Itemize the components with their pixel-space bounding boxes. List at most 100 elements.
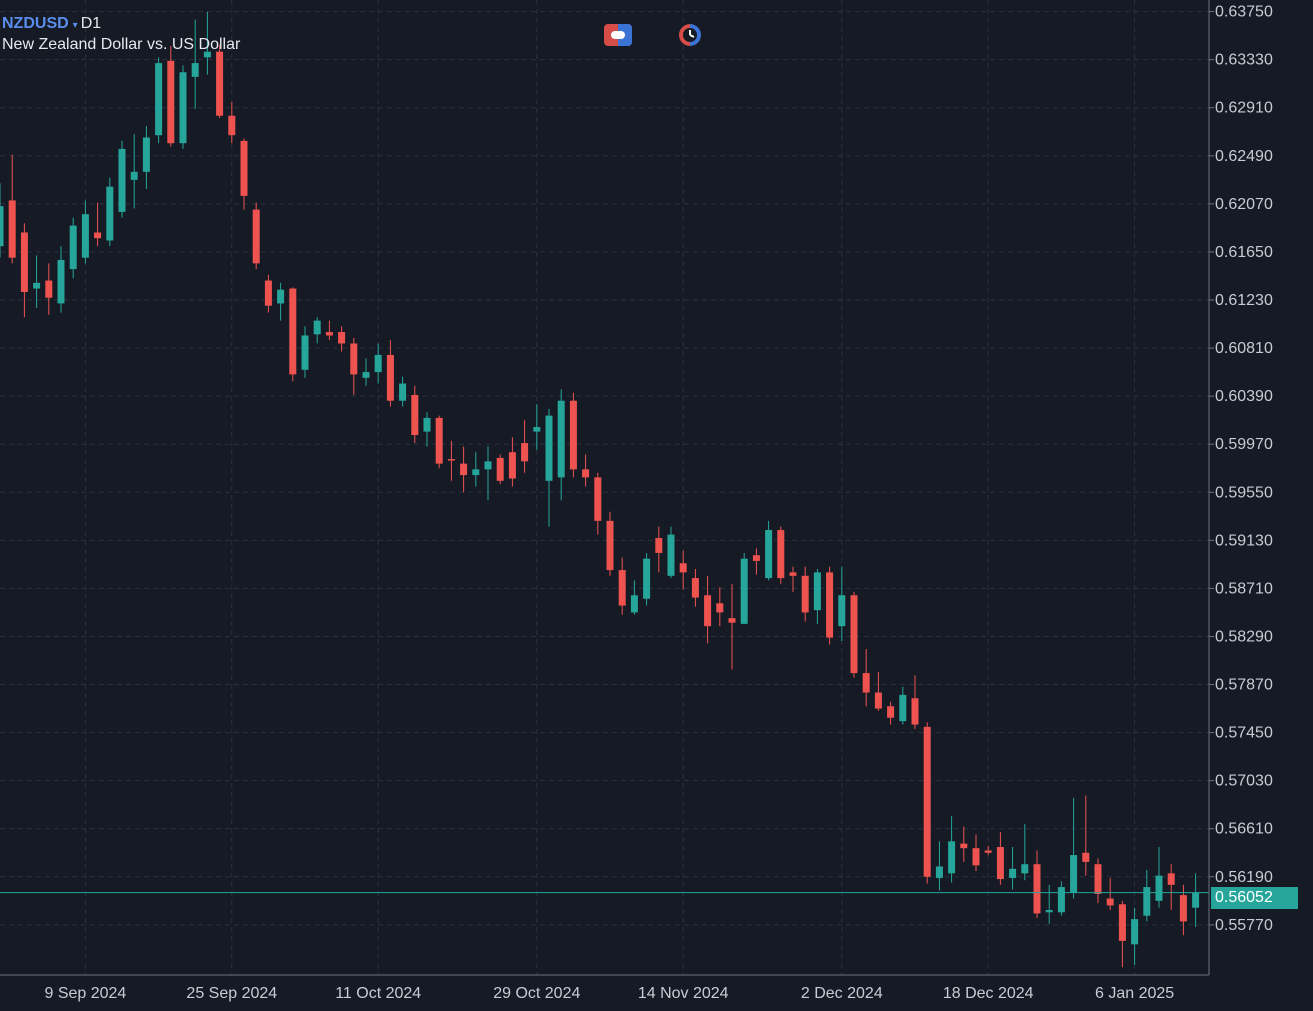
candle-body [374,354,382,373]
candle-bearish [264,274,272,313]
candle-body [167,60,175,144]
candle-bearish [679,550,687,590]
y-tick-label: 0.62070 [1215,196,1273,213]
candle-body [801,575,809,613]
candle-body [240,140,248,196]
candle-bearish [20,223,28,318]
candle-bearish [228,102,236,144]
candle-body [691,578,699,598]
candle-bullish [484,446,492,501]
y-tick-label: 0.59550 [1215,484,1273,501]
candle-body [8,200,16,258]
candle-body [179,72,187,144]
candle-body [1094,864,1102,894]
candle-body [81,214,89,258]
candle-body [618,570,626,606]
candle-body [399,383,407,401]
candle-bullish [630,580,638,615]
candle-bullish [1009,847,1017,890]
candle-bullish [106,177,114,247]
candle-bearish [826,566,834,645]
candle-bearish [94,202,102,247]
candle-bullish [667,526,675,579]
candle-bearish [508,437,516,487]
x-tick-label: 29 Oct 2024 [493,985,580,1002]
candle-bearish [704,575,712,644]
candle-bearish [752,548,760,575]
candle-bearish [350,337,358,395]
candle-bearish [874,671,882,711]
trade-toggle-icon[interactable] [603,22,633,48]
candle-body [57,259,65,304]
candle-bullish [191,19,199,109]
candle-body [1167,873,1175,885]
candle-bearish [691,568,699,607]
candle-bearish [972,834,980,872]
candle-body [1021,864,1029,874]
candle-bullish [0,183,4,258]
x-tick-label: 6 Jan 2025 [1095,985,1174,1002]
y-tick-label: 0.58290 [1215,628,1273,645]
candle-body [484,461,492,470]
candle-body [1045,909,1053,913]
candle-body [960,843,968,849]
candle-body [1009,868,1017,878]
candle-bearish [594,472,602,535]
candle-body [1192,892,1200,908]
candle-bearish [850,591,858,678]
symbol-description: New Zealand Dollar vs. US Dollar [2,36,241,53]
candle-bearish [435,415,443,469]
candle-bearish [1118,900,1126,968]
x-tick-label: 25 Sep 2024 [186,985,277,1002]
candle-body [155,63,163,136]
symbol-header[interactable]: NZDUSD ▾ D1 [2,14,101,36]
candle-body [923,726,931,877]
x-tick-label: 14 Nov 2024 [638,985,729,1002]
candle-bearish [716,587,724,627]
y-tick-label: 0.56190 [1215,869,1273,886]
candle-body [1057,887,1065,913]
candle-bearish [789,566,797,592]
candle-body [777,530,785,579]
axes: 0.63750 0.63330 0.62910 0.62490 0.62070 0.616… [0,0,1273,1002]
candle-bullish [81,200,89,264]
candle-body [130,171,138,180]
candle-bearish [923,722,931,884]
symbol-dropdown-icon[interactable]: ▾ [72,20,78,31]
candle-bullish [1021,824,1029,881]
candle-bearish [862,649,870,707]
candle-bullish [423,412,431,447]
candle-body [386,354,394,401]
candle-body [45,280,53,298]
candle-bullish [130,134,138,209]
candle-body [765,530,773,579]
candle-bearish [1094,858,1102,904]
candle-bearish [252,202,260,270]
candle-bearish [216,44,224,119]
current-price-badge: 0.56052 [1211,887,1298,909]
symbol-name[interactable]: NZDUSD [2,15,69,32]
candle-body [325,332,333,336]
y-tick-label: 0.61230 [1215,292,1273,309]
candle-bearish [386,340,394,407]
candle-body [704,595,712,627]
candle-body [1131,919,1139,945]
candle-bullish [838,566,846,642]
candle-bullish [1131,907,1139,965]
candle-body [508,452,516,479]
candle-body [655,538,663,553]
clock-indicator-icon[interactable] [675,22,705,48]
candle-body [899,694,907,722]
x-tick-label: 9 Sep 2024 [44,985,126,1002]
candle-body [1070,855,1078,893]
candle-body [874,692,882,709]
candle-bearish [1106,877,1114,910]
candle-bullish [399,376,407,407]
candle-body [545,415,553,481]
candle-bullish [1070,797,1078,899]
candle-body [1118,904,1126,941]
timeframe-label[interactable]: D1 [80,15,102,32]
candle-bullish [203,11,211,75]
